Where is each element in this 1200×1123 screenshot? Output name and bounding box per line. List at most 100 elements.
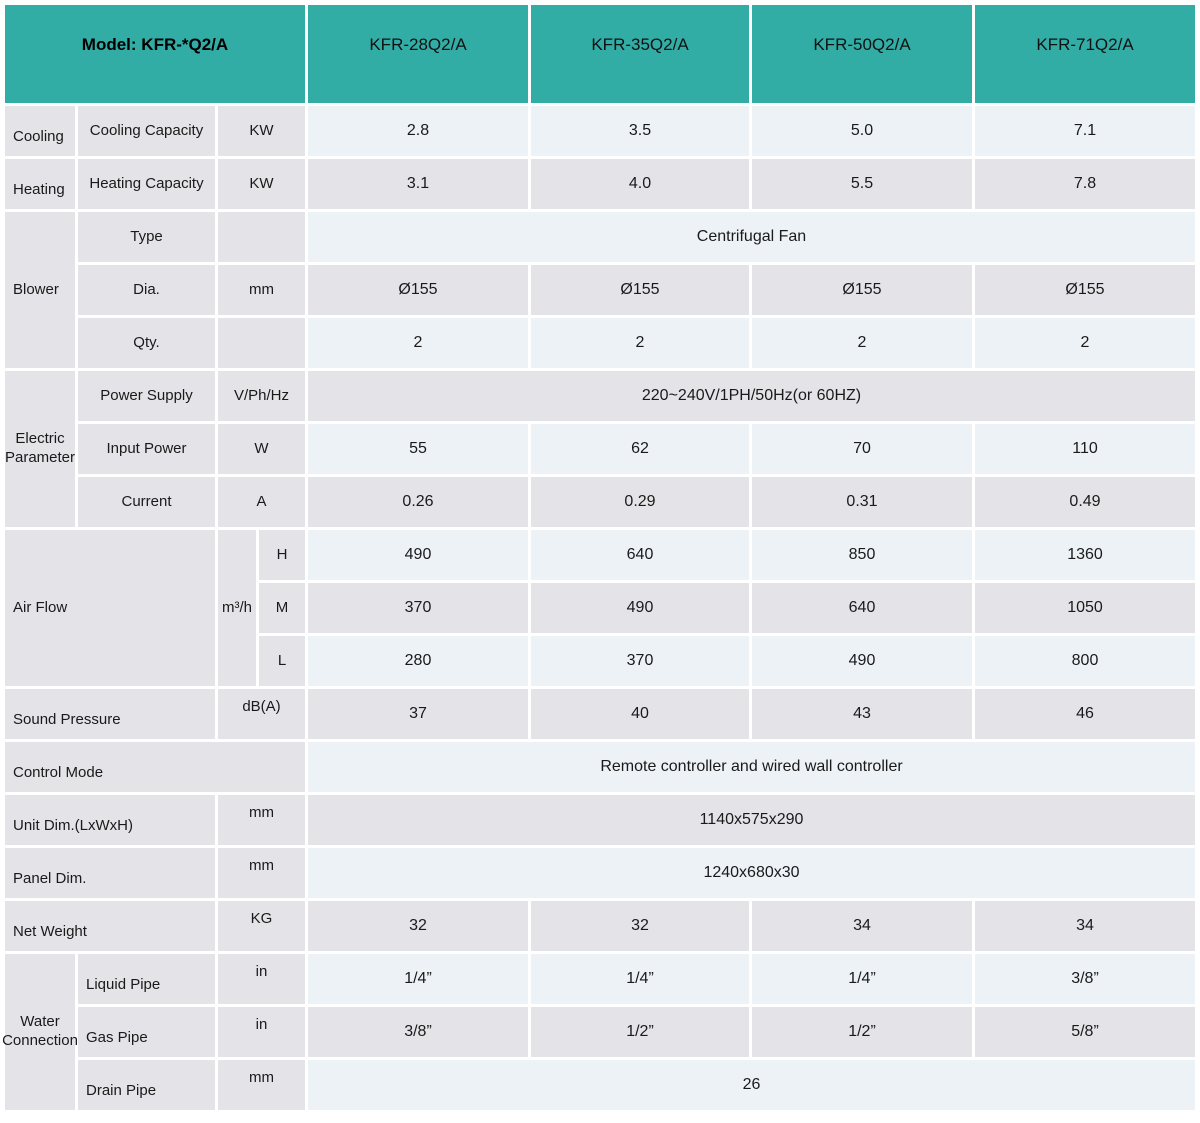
gas-pipe-value: 5/8” xyxy=(975,1007,1195,1057)
air-flow-h-value: 490 xyxy=(308,530,528,580)
current-label: Current xyxy=(78,477,215,527)
cooling-capacity-label: Cooling Capacity xyxy=(78,106,215,156)
blower-dia-value: Ø155 xyxy=(308,265,528,315)
unit-dim-value: 1140x575x290 xyxy=(308,795,1195,845)
blower-type-value: Centrifugal Fan xyxy=(308,212,1195,262)
air-flow-level-label-h: H xyxy=(259,530,305,580)
air-flow-m-value: 1050 xyxy=(975,583,1195,633)
blower-dia-value: Ø155 xyxy=(531,265,749,315)
cooling-value: 2.8 xyxy=(308,106,528,156)
sound-pressure-value: 43 xyxy=(752,689,972,739)
blower-dia-label: Dia. xyxy=(78,265,215,315)
current-value: 0.26 xyxy=(308,477,528,527)
cooling-value: 3.5 xyxy=(531,106,749,156)
net-weight-value: 34 xyxy=(975,901,1195,951)
air-flow-l-value: 370 xyxy=(531,636,749,686)
air-flow-level-label-l: L xyxy=(259,636,305,686)
cooling-value: 7.1 xyxy=(975,106,1195,156)
net-weight-value: 34 xyxy=(752,901,972,951)
liquid-pipe-label: Liquid Pipe xyxy=(78,954,215,1004)
power-supply-unit: V/Ph/Hz xyxy=(218,371,305,421)
unit-dim-label: Unit Dim.(LxWxH) xyxy=(5,795,215,845)
net-weight-value: 32 xyxy=(308,901,528,951)
model-column-header-4: KFR-71Q2/A xyxy=(975,5,1195,103)
power-supply-value: 220~240V/1PH/50Hz(or 60HZ) xyxy=(308,371,1195,421)
air-flow-h-value: 640 xyxy=(531,530,749,580)
current-value: 0.31 xyxy=(752,477,972,527)
model-header: Model: KFR-*Q2/A xyxy=(5,5,305,103)
input-power-value: 62 xyxy=(531,424,749,474)
air-flow-h-value: 1360 xyxy=(975,530,1195,580)
input-power-value: 70 xyxy=(752,424,972,474)
air-flow-l-value: 490 xyxy=(752,636,972,686)
power-supply-label: Power Supply xyxy=(78,371,215,421)
blower-qty-unit-empty xyxy=(218,318,305,368)
air-flow-l-value: 280 xyxy=(308,636,528,686)
blower-qty-value: 2 xyxy=(308,318,528,368)
blower-qty-value: 2 xyxy=(752,318,972,368)
current-value: 0.49 xyxy=(975,477,1195,527)
gas-pipe-label: Gas Pipe xyxy=(78,1007,215,1057)
blower-qty-value: 2 xyxy=(531,318,749,368)
input-power-value: 110 xyxy=(975,424,1195,474)
net-weight-label: Net Weight xyxy=(5,901,215,951)
input-power-value: 55 xyxy=(308,424,528,474)
unit-dim-unit: mm xyxy=(218,795,305,845)
model-column-header-2: KFR-35Q2/A xyxy=(531,5,749,103)
gas-pipe-value: 3/8” xyxy=(308,1007,528,1057)
heating-value: 3.1 xyxy=(308,159,528,209)
model-column-header-3: KFR-50Q2/A xyxy=(752,5,972,103)
sound-pressure-value: 46 xyxy=(975,689,1195,739)
blower-qty-value: 2 xyxy=(975,318,1195,368)
blower-type-label: Type xyxy=(78,212,215,262)
panel-dim-unit: mm xyxy=(218,848,305,898)
electric-group-label: Electric Parameter xyxy=(5,371,75,527)
air-flow-unit: m³/h xyxy=(218,530,256,686)
cooling-value: 5.0 xyxy=(752,106,972,156)
panel-dim-value: 1240x680x30 xyxy=(308,848,1195,898)
control-mode-value: Remote controller and wired wall control… xyxy=(308,742,1195,792)
heating-value: 5.5 xyxy=(752,159,972,209)
heating-group-label: Heating xyxy=(5,159,75,209)
drain-pipe-unit: mm xyxy=(218,1060,305,1110)
air-flow-l-value: 800 xyxy=(975,636,1195,686)
gas-pipe-unit: in xyxy=(218,1007,305,1057)
model-column-header-1: KFR-28Q2/A xyxy=(308,5,528,103)
drain-pipe-label: Drain Pipe xyxy=(78,1060,215,1110)
input-power-unit: W xyxy=(218,424,305,474)
gas-pipe-value: 1/2” xyxy=(531,1007,749,1057)
drain-pipe-value: 26 xyxy=(308,1060,1195,1110)
air-flow-level-label-m: M xyxy=(259,583,305,633)
liquid-pipe-unit: in xyxy=(218,954,305,1004)
water-connection-group-label: Water Connection xyxy=(2,954,78,1110)
liquid-pipe-value: 3/8” xyxy=(975,954,1195,1004)
heating-value: 4.0 xyxy=(531,159,749,209)
air-flow-m-value: 370 xyxy=(308,583,528,633)
cooling-unit-label: KW xyxy=(218,106,305,156)
control-mode-label: Control Mode xyxy=(5,742,305,792)
current-unit: A xyxy=(218,477,305,527)
air-flow-m-value: 490 xyxy=(531,583,749,633)
input-power-label: Input Power xyxy=(78,424,215,474)
liquid-pipe-value: 1/4” xyxy=(531,954,749,1004)
heating-capacity-label: Heating Capacity xyxy=(78,159,215,209)
net-weight-unit: KG xyxy=(218,901,305,951)
net-weight-value: 32 xyxy=(531,901,749,951)
blower-qty-label: Qty. xyxy=(78,318,215,368)
sound-pressure-value: 37 xyxy=(308,689,528,739)
air-flow-m-value: 640 xyxy=(752,583,972,633)
sound-pressure-value: 40 xyxy=(531,689,749,739)
blower-dia-unit: mm xyxy=(218,265,305,315)
heating-value: 7.8 xyxy=(975,159,1195,209)
air-flow-h-value: 850 xyxy=(752,530,972,580)
blower-group-label: Blower xyxy=(5,212,75,368)
blower-dia-value: Ø155 xyxy=(975,265,1195,315)
panel-dim-label: Panel Dim. xyxy=(5,848,215,898)
current-value: 0.29 xyxy=(531,477,749,527)
air-flow-group-label: Air Flow xyxy=(5,530,215,686)
heating-unit-label: KW xyxy=(218,159,305,209)
cooling-group-label: Cooling xyxy=(5,106,75,156)
blower-dia-value: Ø155 xyxy=(752,265,972,315)
liquid-pipe-value: 1/4” xyxy=(752,954,972,1004)
